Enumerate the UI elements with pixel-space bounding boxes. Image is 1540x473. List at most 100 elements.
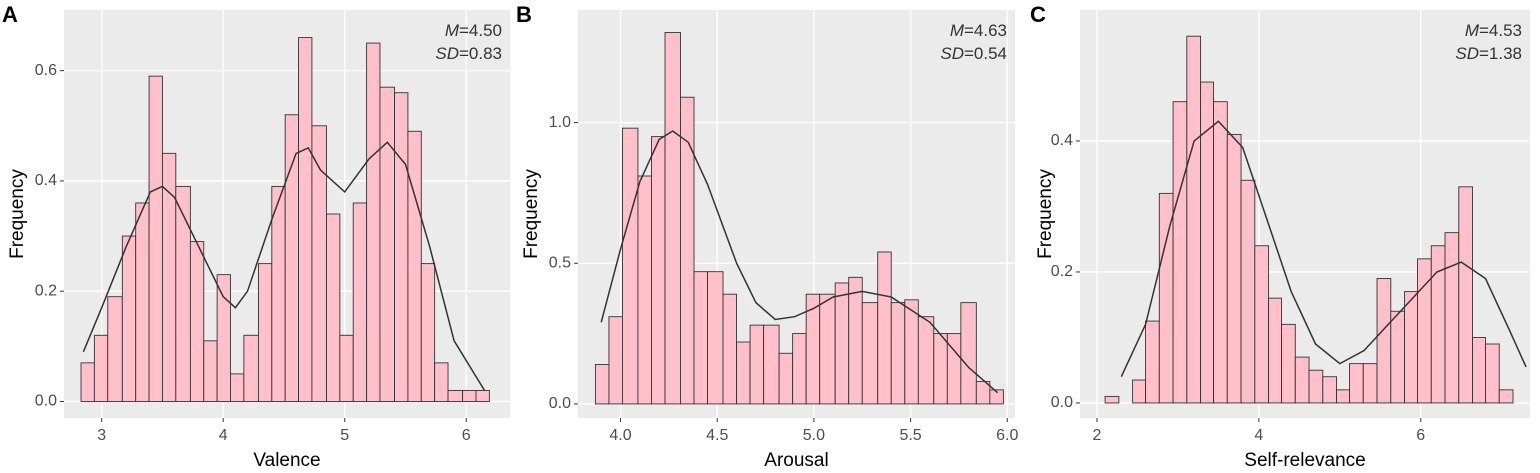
histogram-bar (1472, 336, 1486, 404)
histogram-bar (933, 333, 948, 405)
x-axis-title: Arousal (764, 450, 828, 471)
x-tick-label: 4 (1254, 427, 1263, 444)
histogram-bar (379, 86, 396, 402)
histogram-bar (1104, 395, 1120, 404)
histogram-bar (339, 334, 354, 402)
x-axis-title: Valence (253, 450, 320, 471)
histogram-bar (819, 293, 836, 405)
histogram-bar (1213, 101, 1228, 404)
y-tick-label: 0.0 (1051, 394, 1073, 411)
density-curve (82, 141, 486, 391)
y-tick-label: 0.2 (1051, 263, 1073, 280)
histogram-bar (407, 130, 422, 402)
histogram-bar (792, 333, 807, 405)
x-tick-label: 6.0 (996, 427, 1018, 444)
histogram-bar (637, 175, 652, 405)
histogram-bar (161, 152, 177, 402)
histogram-bar (298, 37, 313, 402)
stat-annotation: M=4.50 (445, 21, 502, 40)
histogram-bar (203, 340, 218, 402)
histogram-bar (1308, 369, 1324, 404)
histogram-bar (1458, 186, 1473, 404)
histogram-bar (216, 274, 231, 402)
histogram-bar (1376, 278, 1392, 404)
y-axis-title: Frequency (7, 169, 28, 259)
histogram-bar (121, 235, 137, 402)
histogram-bar (257, 263, 273, 402)
histogram-bar (189, 241, 205, 402)
histogram-bar (763, 324, 780, 405)
histogram-bar (1336, 389, 1350, 404)
x-tick-label: 5 (340, 427, 349, 444)
y-axis-title: Frequency (521, 169, 542, 259)
histogram-bar (622, 127, 639, 405)
density-curve (600, 130, 999, 394)
histogram-bar (1132, 379, 1147, 404)
histogram-bar (1349, 363, 1364, 404)
y-axis-title: Frequency (1035, 169, 1056, 259)
x-tick-label: 2 (1093, 427, 1102, 444)
stat-annotation: M=4.63 (950, 21, 1007, 40)
stat-annotation: SD=0.54 (940, 44, 1007, 63)
stat-annotation: SD=0.83 (435, 44, 502, 63)
x-tick-label: 6 (462, 427, 471, 444)
histogram-bar (594, 364, 610, 405)
histogram-bar (394, 92, 409, 402)
histogram-bar (462, 389, 477, 402)
histogram-bar (664, 32, 681, 405)
histogram-bar (736, 341, 751, 405)
histogram-bar (1404, 291, 1418, 404)
stat-annotation: SD=1.38 (1455, 44, 1522, 63)
histogram-bar (608, 316, 623, 405)
histogram-bar (680, 96, 695, 405)
histogram-bar (1390, 310, 1406, 404)
x-tick-label: 6 (1416, 427, 1425, 444)
histogram-bar (1172, 101, 1188, 404)
histogram-bar (243, 334, 259, 402)
histogram-bar (778, 352, 794, 405)
histogram-bar (135, 202, 150, 402)
histogram-bar (107, 296, 123, 402)
histogram-bar (148, 75, 163, 402)
histogram-bar (175, 185, 191, 402)
histogram-bar (722, 293, 738, 405)
histogram-bar (960, 302, 977, 405)
x-tick-label: 3 (97, 427, 106, 444)
x-tick-label: 4.0 (609, 427, 631, 444)
histogram-bar (1322, 376, 1338, 404)
x-tick-label: 5.5 (899, 427, 921, 444)
histogram-bar (749, 324, 765, 405)
y-tick-label: 0.4 (35, 172, 57, 189)
y-tick-label: 0.2 (35, 282, 57, 299)
stat-annotation: M=4.53 (1465, 21, 1522, 40)
y-tick-label: 0.4 (1051, 132, 1073, 149)
histogram-bar (475, 389, 490, 402)
panel-label: C (1030, 2, 1046, 27)
panel-label: A (2, 2, 18, 27)
histogram-bar (877, 251, 892, 405)
y-tick-label: 1.0 (549, 114, 571, 131)
y-tick-label: 0.6 (35, 62, 57, 79)
histogram-bar (1485, 343, 1500, 404)
histogram-bar (1281, 323, 1296, 404)
histogram-bar (651, 136, 666, 405)
x-axis-title: Self-relevance (1244, 450, 1365, 471)
x-tick-label: 4.5 (706, 427, 728, 444)
density-curve (1120, 120, 1527, 378)
histogram-bar (834, 282, 850, 405)
histogram-bar (848, 276, 863, 405)
histogram-bar (230, 373, 245, 402)
histogram-bar (1158, 192, 1174, 404)
histogram-bar (861, 302, 879, 405)
histogram-bar (1240, 179, 1256, 404)
y-tick-label: 0.0 (549, 395, 571, 412)
histogram-bar (904, 299, 919, 405)
y-tick-label: 0.5 (549, 254, 571, 271)
histogram-bar (1444, 232, 1460, 404)
histogram-bar (1294, 356, 1310, 404)
x-tick-label: 4 (219, 427, 228, 444)
histogram-bar (366, 42, 381, 402)
histogram-bar (271, 185, 286, 402)
histogram-bar (989, 389, 1004, 405)
